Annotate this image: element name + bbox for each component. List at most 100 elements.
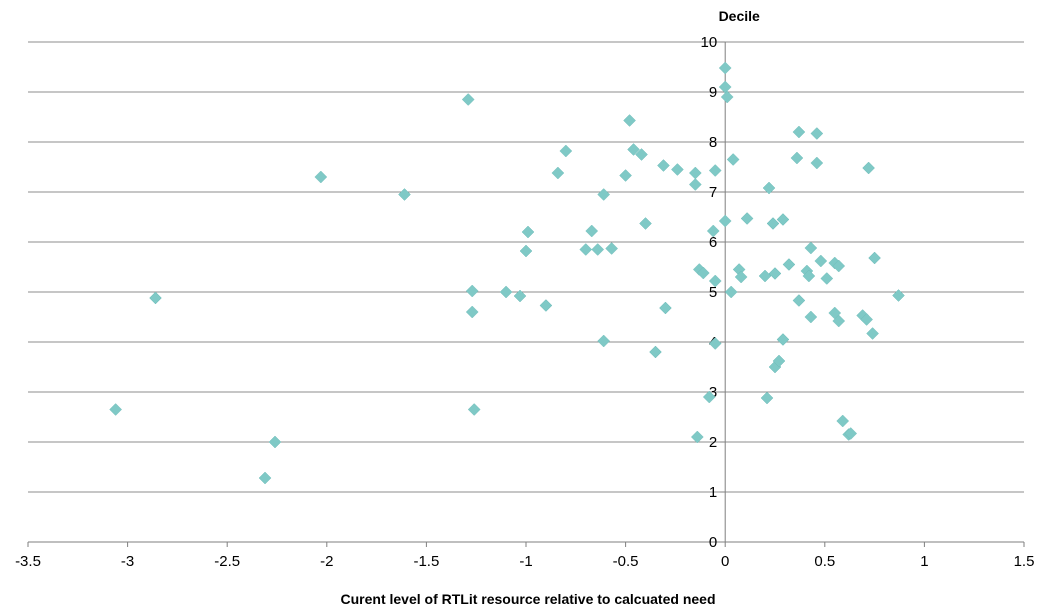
data-point-84 (892, 289, 905, 302)
y-tick-label-10: 10 (701, 34, 718, 51)
data-point-41 (708, 274, 722, 288)
data-point-18 (585, 224, 599, 238)
y-tick-label-6: 6 (709, 234, 717, 251)
data-point-16 (559, 144, 573, 158)
data-point-21 (597, 334, 611, 348)
data-point-74 (832, 314, 846, 328)
x-tick-label-3: -2 (320, 553, 333, 570)
data-point-47 (726, 153, 740, 166)
y-tick-label-7: 7 (709, 184, 717, 201)
data-point-20 (597, 188, 611, 201)
data-point-26 (635, 148, 648, 161)
data-point-65 (802, 269, 816, 283)
data-point-38 (706, 224, 720, 238)
data-point-14 (539, 299, 553, 312)
x-tick-label-7: 0 (721, 553, 729, 570)
data-point-54 (766, 217, 780, 230)
data-point-49 (734, 270, 748, 284)
data-point-3 (268, 435, 282, 449)
x-tick-label-10: 1.5 (1014, 553, 1035, 570)
data-point-27 (639, 217, 652, 230)
data-point-57 (772, 354, 786, 368)
data-point-76 (836, 414, 850, 428)
x-tick-label-2: -2.5 (214, 553, 240, 570)
data-point-50 (740, 212, 754, 225)
data-point-36 (696, 266, 710, 280)
x-tick-label-9: 1 (920, 553, 928, 570)
y-tick-label-8: 8 (709, 134, 717, 151)
data-point-61 (790, 151, 804, 165)
data-points (109, 61, 905, 485)
data-point-19 (591, 243, 605, 256)
y-tick-label-2: 2 (709, 434, 717, 451)
data-point-11 (513, 289, 527, 303)
data-point-33 (688, 178, 702, 191)
y-tick-label-1: 1 (709, 484, 717, 501)
data-point-78 (844, 427, 858, 440)
data-point-6 (461, 93, 475, 106)
data-point-24 (623, 114, 636, 127)
data-point-63 (792, 294, 806, 307)
data-point-82 (866, 327, 879, 340)
y-tick-label-5: 5 (709, 284, 717, 301)
data-point-71 (820, 272, 834, 285)
x-tick-labels: -3.5 -3 -2.5 -2 -1.5 -1 -0.5 0 0.5 1 1.5 (15, 553, 1034, 570)
y-tick-label-3: 3 (709, 384, 717, 401)
x-axis-title: Curent level of RTLit resource relative … (341, 591, 716, 607)
y-axis-title: Decile (719, 8, 760, 24)
data-point-52 (760, 391, 774, 405)
x-tick-label-1: -3 (121, 553, 134, 570)
data-point-45 (720, 90, 734, 104)
data-point-39 (708, 337, 722, 350)
data-point-42 (718, 214, 732, 228)
data-point-60 (782, 258, 796, 271)
data-point-70 (814, 254, 828, 268)
gridlines (28, 41, 1024, 493)
x-tick-label-5: -1 (519, 553, 532, 570)
data-point-15 (551, 166, 565, 180)
data-point-44 (718, 80, 732, 94)
data-point-2 (258, 471, 272, 485)
data-point-30 (659, 301, 672, 315)
data-point-67 (804, 310, 818, 324)
data-point-58 (776, 333, 790, 346)
data-point-46 (724, 285, 738, 299)
data-point-37 (702, 390, 716, 404)
data-point-10 (499, 285, 513, 299)
data-point-68 (810, 127, 824, 140)
data-point-40 (708, 164, 722, 177)
data-point-55 (768, 267, 782, 280)
axes (27, 41, 1025, 547)
data-point-8 (465, 305, 479, 319)
x-tick-label-4: -1.5 (413, 553, 439, 570)
data-point-62 (792, 125, 806, 139)
data-point-31 (671, 163, 684, 176)
data-point-28 (649, 345, 662, 359)
data-point-34 (690, 430, 704, 444)
data-point-13 (521, 225, 535, 239)
data-point-32 (688, 166, 702, 180)
y-tick-label-9: 9 (709, 84, 717, 101)
data-point-1 (149, 291, 162, 305)
data-point-29 (657, 159, 670, 172)
x-tick-label-6: -0.5 (613, 553, 639, 570)
data-point-69 (810, 156, 824, 170)
data-point-25 (627, 143, 640, 156)
data-point-83 (868, 251, 881, 265)
data-point-23 (619, 169, 632, 182)
data-point-80 (860, 313, 873, 326)
x-tick-label-8: 0.5 (814, 553, 835, 570)
data-point-0 (109, 403, 123, 416)
data-point-51 (758, 269, 772, 283)
data-point-75 (832, 259, 846, 273)
x-tick-label-0: -3.5 (15, 553, 41, 570)
data-point-5 (398, 188, 411, 201)
data-point-43 (718, 61, 732, 75)
data-point-12 (519, 244, 533, 258)
data-point-59 (776, 213, 790, 226)
data-point-17 (579, 243, 593, 256)
data-point-66 (804, 241, 818, 255)
data-point-4 (314, 170, 328, 184)
data-point-53 (762, 181, 776, 195)
